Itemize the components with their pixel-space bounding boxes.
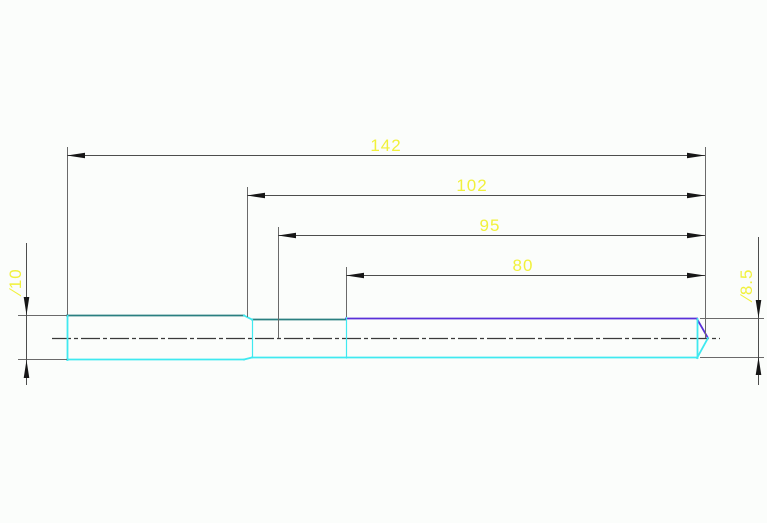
shaft-cyan-edges[interactable] xyxy=(66,314,710,361)
dim-label-80[interactable]: 80 xyxy=(513,256,534,275)
shaft-step-chamfer-top[interactable] xyxy=(242,314,254,321)
dim-label-dia10[interactable]: ∕10 xyxy=(6,268,25,297)
arrow-80-left-icon xyxy=(346,272,364,279)
dimension-arrowheads xyxy=(23,152,762,378)
dim-label-102[interactable]: 102 xyxy=(456,176,487,195)
arrow-95-right-icon xyxy=(687,232,705,239)
arrow-80-right-icon xyxy=(687,272,705,279)
shaft-top-edges-teal[interactable] xyxy=(66,314,347,321)
shaft-step-chamfer-bottom[interactable] xyxy=(242,356,254,361)
shaft-tip-top-chamfer[interactable] xyxy=(695,317,710,340)
arrow-102-right-icon xyxy=(687,192,705,199)
dim-label-95[interactable]: 95 xyxy=(480,216,501,235)
arrow-95-left-icon xyxy=(278,232,296,239)
extension-lines[interactable] xyxy=(18,147,764,360)
arrow-142-right-icon xyxy=(687,152,705,159)
dimension-labels: 142 102 95 80 ∕10 ∕8.5 xyxy=(6,136,756,303)
arrow-dia85-top-icon xyxy=(755,300,762,318)
arrow-dia85-bottom-icon xyxy=(755,357,762,375)
shaft-tip-bottom-chamfer[interactable] xyxy=(695,336,710,360)
shaft-highlighted-edges-purple[interactable] xyxy=(345,317,710,340)
arrow-dia10-bottom-icon xyxy=(23,360,30,378)
arrow-dia10-top-icon xyxy=(23,297,30,315)
dim-label-142[interactable]: 142 xyxy=(370,136,401,155)
dim-label-dia85[interactable]: ∕8.5 xyxy=(737,269,756,303)
arrow-102-left-icon xyxy=(247,192,265,199)
dimension-lines[interactable] xyxy=(26,155,759,386)
arrow-142-left-icon xyxy=(67,152,85,159)
